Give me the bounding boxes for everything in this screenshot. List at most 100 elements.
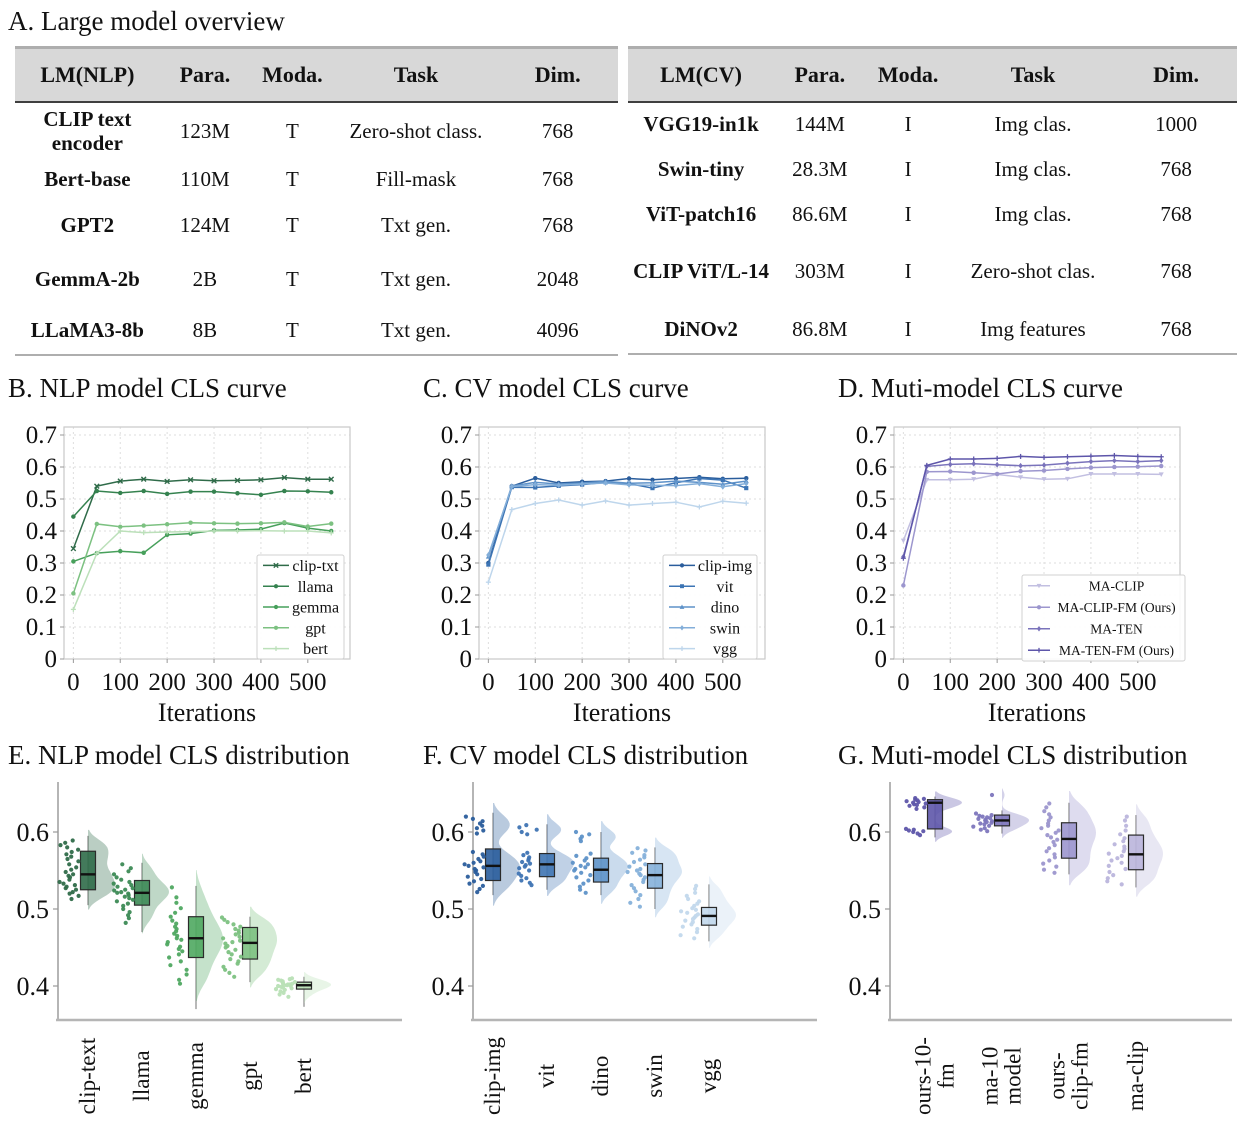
series-marker (1112, 464, 1117, 470)
scatter-dot (1056, 828, 1061, 833)
series-marker (673, 478, 679, 484)
scatter-dot (638, 866, 643, 872)
category-label: ours- (1045, 1052, 1070, 1099)
scatter-dot (525, 832, 530, 837)
y-tick-label: 0.2 (856, 582, 887, 609)
scatter-dot (577, 884, 582, 889)
table-cell: T (285, 118, 299, 143)
scatter-dot (238, 938, 243, 943)
x-axis-label: Iterations (158, 698, 256, 727)
scatter-dot (76, 893, 81, 898)
table-cell: 86.8M (774, 307, 866, 355)
scatter-dot (175, 933, 180, 938)
table-row: Bert-base 110M T Fill-mask 768 (15, 160, 618, 200)
scatter-dot (642, 853, 647, 858)
scatter-dot (1124, 814, 1129, 819)
scatter-dot (237, 934, 242, 939)
scatter-dot (519, 829, 524, 835)
scatter-dot (570, 860, 575, 865)
series-marker (680, 584, 684, 589)
y-tick-label: 0.7 (26, 422, 57, 449)
scatter-dot (114, 899, 119, 904)
series-marker (93, 483, 100, 490)
x-tick-label: 100 (102, 669, 140, 696)
series-marker (71, 591, 76, 596)
x-tick-label: 400 (1072, 669, 1110, 696)
table-cell: 768 (1160, 259, 1192, 284)
scatter-dot (463, 814, 468, 819)
scatter-dot (990, 819, 995, 824)
series-marker (697, 476, 702, 481)
scatter-dot (913, 796, 918, 801)
series-marker (1158, 472, 1164, 478)
series-marker (305, 489, 311, 494)
scatter-dot (635, 846, 640, 851)
y-tick-label: 0.2 (26, 582, 57, 609)
scatter-dot (527, 880, 532, 885)
scatter-dot (229, 952, 234, 957)
series-marker (188, 489, 193, 494)
scatter-dot (989, 813, 994, 818)
legend-label: MA-CLIP-FM (Ours) (1057, 600, 1175, 615)
series-marker (94, 488, 100, 494)
table-cell: 28.3M (792, 156, 848, 181)
scatter-dot (923, 801, 928, 806)
scatter-dot (178, 959, 183, 964)
scatter-dot (69, 849, 74, 855)
table-cell: Img clas. (994, 201, 1072, 226)
scatter-dot (285, 982, 290, 987)
scatter-dot (1039, 826, 1044, 831)
scatter-dot (69, 896, 74, 902)
scatter-dot (177, 977, 182, 982)
y-tick-label: 0.1 (856, 614, 887, 641)
series-line-llama (72, 490, 332, 518)
scatter-dot (292, 980, 297, 985)
scatter-dot (1105, 879, 1110, 884)
table-row: GemmA-2b 2B T Txt gen. 2048 (15, 252, 618, 308)
chart-b-title: B. NLP model CLS curve (8, 373, 287, 403)
scatter-dot (1105, 876, 1110, 881)
scatter-dot (527, 861, 533, 866)
scatter-dot (73, 887, 79, 892)
series-marker (948, 461, 953, 468)
series-marker (164, 532, 170, 538)
line-charts-row: B. NLP model CLS curve 0 0.1 0.2 0.3 0.4 0.5 0… (0, 373, 1242, 739)
scatter-dot (276, 977, 281, 982)
series-marker (141, 550, 146, 555)
table-cell: Zero-shot class. (349, 118, 483, 143)
scatter-dot (697, 899, 702, 904)
scatter-dot (123, 920, 128, 925)
series-marker (1018, 468, 1023, 474)
legend-label: dino (711, 600, 739, 617)
legend-label: MA-CLIP (1089, 578, 1145, 593)
box (1127, 834, 1145, 871)
series-marker (533, 475, 538, 481)
series-marker (1112, 457, 1117, 464)
table-cell: Img clas. (994, 156, 1072, 181)
legend-label: vgg (713, 641, 737, 658)
cv-models-table: LM(CV) Para. Moda. Task Dim. VGG19-in1k 144M I I… (628, 46, 1237, 355)
series-marker (328, 476, 335, 482)
scatter-dot (1123, 866, 1128, 872)
distribution-charts-row: E. NLP model CLS distribution 0.4 0.5 0.6 c… (0, 740, 1242, 1140)
scatter-dot (1122, 818, 1128, 823)
model-name-cell: Swin-tiny (657, 156, 745, 181)
legend-label: bert (303, 641, 328, 658)
series-line-bert (72, 529, 332, 610)
model-name-cell: Bert-base (44, 167, 131, 192)
y-tick-label: 0.1 (441, 614, 472, 641)
series-marker (679, 563, 685, 568)
scatter-dot (63, 840, 68, 845)
table-cell: I (904, 112, 912, 137)
table-cell: 110M (180, 167, 230, 192)
series-line-dino (487, 480, 747, 557)
scatter-dot (66, 873, 71, 878)
table-cell: 123M (179, 118, 231, 143)
nlp-cls-distribution-block: E. NLP model CLS distribution 0.4 0.5 0.6 c… (0, 740, 406, 1138)
scatter-dot (922, 805, 927, 810)
series-marker (1064, 476, 1070, 482)
scatter-dot (636, 896, 641, 902)
scatter-dot (1044, 849, 1049, 854)
scatter-dot (76, 859, 81, 864)
half-violin (142, 853, 169, 934)
